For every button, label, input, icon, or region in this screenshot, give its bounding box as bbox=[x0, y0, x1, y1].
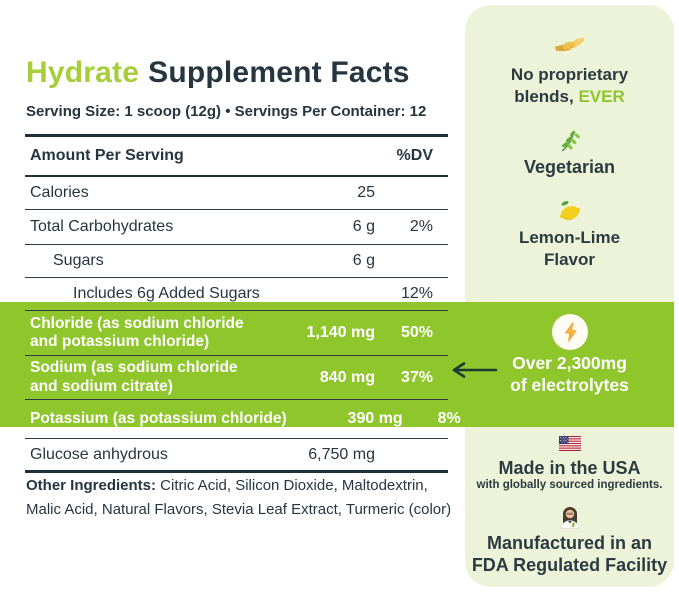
no-blends-line2: blends, EVER bbox=[465, 86, 674, 108]
lemon-icon bbox=[465, 197, 674, 224]
row-name: Calories bbox=[30, 184, 89, 201]
column-header-amount: Amount Per Serving bbox=[30, 147, 184, 164]
table-row: Sugars 6 g bbox=[25, 245, 448, 278]
table-row-highlighted: Sodium (as sodium chloride and sodium ci… bbox=[25, 356, 448, 400]
fda-line2: FDA Regulated Facility bbox=[471, 555, 668, 575]
no-proprietary-blends-text: No proprietary blends, EVER bbox=[465, 64, 674, 108]
row-amount: 6,750 mg bbox=[308, 445, 375, 463]
lightning-icon bbox=[552, 314, 588, 350]
row-amount: 6 g bbox=[352, 252, 375, 269]
row-name: Glucose anhydrous bbox=[30, 445, 168, 463]
table-row: Includes 6g Added Sugars 12% bbox=[25, 278, 448, 311]
other-ingredients: Other Ingredients: Citric Acid, Silicon … bbox=[26, 474, 454, 522]
title-text: Supplement Facts bbox=[148, 56, 410, 89]
row-dv: 50% bbox=[400, 324, 433, 341]
flavor-text: Lemon-Lime Flavor bbox=[465, 227, 674, 271]
row-name: Sodium (as sodium chloride and sodium ci… bbox=[30, 359, 238, 395]
row-name: Sugars bbox=[53, 252, 104, 269]
no-blends-line1: No proprietary bbox=[510, 65, 629, 84]
row-amount: 1,140 mg bbox=[306, 324, 375, 341]
herb-icon bbox=[465, 127, 674, 154]
table-row-highlighted: Chloride (as sodium chloride and potassi… bbox=[25, 311, 448, 356]
made-in-usa-sublabel: with globally sourced ingredients. bbox=[476, 479, 663, 491]
table-row: Total Carbohydrates 6 g 2% bbox=[25, 210, 448, 245]
serving-info: Serving Size: 1 scoop (12g) • Servings P… bbox=[26, 103, 427, 120]
scientist-icon bbox=[465, 503, 674, 529]
vegetarian-label: Vegetarian bbox=[523, 157, 616, 177]
electrolytes-line1: Over 2,300mg bbox=[512, 353, 627, 373]
row-dv: 37% bbox=[400, 368, 433, 386]
ever-highlight: EVER bbox=[578, 87, 625, 106]
electrolytes-text: Over 2,300mg of electrolytes bbox=[465, 352, 674, 396]
row-amount: 840 mg bbox=[319, 368, 375, 386]
table-row-highlighted: Potassium (as potassium chloride) 390 mg… bbox=[25, 400, 461, 439]
row-amount: 390 mg bbox=[347, 410, 403, 427]
row-name: Potassium (as potassium chloride) bbox=[30, 409, 287, 427]
table-header-row: Amount Per Serving %DV bbox=[25, 134, 448, 177]
supplement-facts-table: Amount Per Serving %DV Calories 25 Total… bbox=[25, 134, 461, 473]
row-name: Includes 6g Added Sugars bbox=[73, 285, 260, 302]
page-title: Hydrate Supplement Facts bbox=[26, 56, 410, 90]
row-amount: 25 bbox=[357, 184, 375, 201]
made-in-usa-label: Made in the USA bbox=[498, 458, 641, 478]
brand-name: Hydrate bbox=[26, 56, 140, 89]
benefits-panel bbox=[465, 5, 674, 587]
fda-line1: Manufactured in an bbox=[486, 533, 652, 553]
flavor-line2: Flavor bbox=[543, 250, 596, 269]
row-name: Total Carbohydrates bbox=[30, 218, 174, 235]
table-row: Glucose anhydrous 6,750 mg bbox=[25, 439, 448, 473]
fda-facility-text: Manufactured in an FDA Regulated Facilit… bbox=[465, 532, 674, 576]
row-dv: 2% bbox=[409, 218, 433, 235]
no-blends-line2-text: blends, bbox=[514, 87, 574, 106]
column-header-dv: %DV bbox=[396, 147, 433, 164]
row-dv: 12% bbox=[400, 285, 433, 302]
row-name: Chloride (as sodium chloride and potassi… bbox=[30, 314, 244, 350]
row-dv: 8% bbox=[437, 410, 461, 427]
usa-flag-icon bbox=[465, 436, 674, 451]
row-amount: 6 g bbox=[352, 218, 375, 235]
electrolytes-line2: of electrolytes bbox=[510, 375, 629, 395]
flavor-line1: Lemon-Lime bbox=[518, 228, 621, 247]
table-row: Calories 25 bbox=[25, 177, 448, 210]
handshake-icon bbox=[465, 33, 674, 57]
pointer-arrow-icon bbox=[447, 360, 498, 385]
other-ingredients-text: Citric Acid, Silicon Dioxide, Maltodextr… bbox=[26, 477, 452, 518]
other-ingredients-label: Other Ingredients: bbox=[26, 477, 157, 494]
